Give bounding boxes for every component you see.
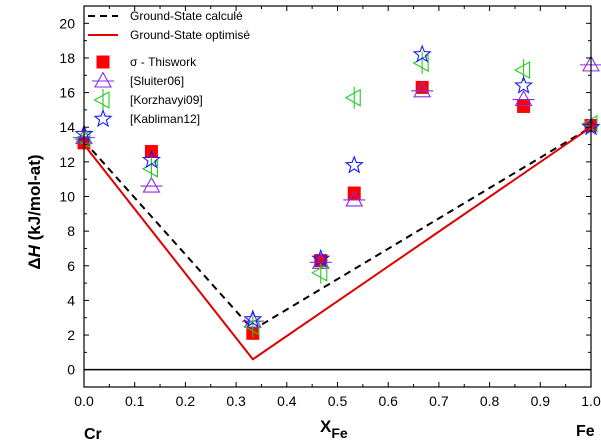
point-kabliman12-4 bbox=[344, 155, 364, 174]
y-tick-label: 16 bbox=[59, 85, 75, 101]
x-tick-label: 0.6 bbox=[378, 393, 398, 409]
ground-state-lines bbox=[83, 126, 592, 361]
point-korzhavyi09-6-shape bbox=[514, 61, 531, 80]
point-korzhavyi09-3 bbox=[311, 261, 328, 284]
y-tick-label: 6 bbox=[67, 258, 75, 274]
x-tick-label: 0.7 bbox=[429, 393, 449, 409]
legend-label-series-2: [Korzhavyi09] bbox=[130, 93, 203, 107]
x-tick-label: 0.8 bbox=[480, 393, 500, 409]
point-korzhavyi09-2 bbox=[243, 315, 260, 338]
point-kabliman12-5 bbox=[412, 44, 432, 63]
y-tick-label: 4 bbox=[67, 292, 75, 308]
legend-label-series-1: [Sluiter06] bbox=[130, 74, 184, 88]
y-tick-label: 18 bbox=[59, 50, 75, 66]
point-sluiter06-5 bbox=[411, 81, 434, 98]
legend-label-line-1: Ground-State optimisé bbox=[130, 28, 250, 42]
y-tick-label: 2 bbox=[67, 327, 75, 343]
legend-label-series-0: σ - Thiswork bbox=[130, 55, 197, 69]
y-tick-label: 0 bbox=[67, 362, 75, 378]
axes: 0.0 0.1 0.2 0.3 0.4 0.5 0.6 0.7 0.8 0.9 1.0 0 2 4 6 8 10… bbox=[59, 5, 601, 409]
y-tick-label: 10 bbox=[59, 189, 75, 205]
point-sluiter06-6 bbox=[512, 89, 535, 107]
point-korzhavyi09-4 bbox=[344, 86, 361, 109]
legend-swatch-series-1 bbox=[92, 71, 114, 88]
point-thiswork-6 bbox=[517, 99, 531, 113]
legend-swatch-series-3 bbox=[93, 108, 113, 128]
point-kabliman12-2 bbox=[243, 309, 263, 328]
point-sluiter06-1 bbox=[140, 176, 163, 193]
x-tick-label: 0.5 bbox=[328, 393, 348, 409]
point-korzhavyi09-3-shape bbox=[311, 263, 328, 282]
y-tick-label: 14 bbox=[59, 119, 75, 135]
data-markers bbox=[73, 44, 601, 340]
point-korzhavyi09-2-shape bbox=[243, 317, 260, 336]
legend-swatch-series-2-shape bbox=[93, 91, 110, 109]
x-tick-label: 0.4 bbox=[277, 393, 297, 409]
x-tick-label: 0.0 bbox=[74, 393, 94, 409]
point-sluiter06-6-shape bbox=[514, 89, 533, 107]
point-sluiter06-5-shape bbox=[413, 81, 432, 98]
y-axis-title: ΔH (kJ/mol-at) bbox=[25, 154, 44, 269]
point-sluiter06-1-shape bbox=[142, 176, 161, 193]
point-kabliman12-6 bbox=[514, 75, 534, 94]
y-tick-label: 20 bbox=[59, 15, 75, 31]
x-axis-title: XFe bbox=[320, 417, 348, 441]
legend-label-series-3: [Kabliman12] bbox=[130, 112, 200, 126]
point-sluiter06-4-shape bbox=[345, 190, 364, 207]
point-korzhavyi09-7-shape bbox=[581, 114, 598, 133]
point-korzhavyi09-6 bbox=[514, 59, 531, 82]
point-sluiter06-4 bbox=[343, 190, 366, 207]
legend-swatch-series-0 bbox=[96, 55, 110, 69]
x-tick-label: 0.3 bbox=[226, 393, 246, 409]
x-tick-label: 0.2 bbox=[176, 393, 196, 409]
x-tick-label: 0.1 bbox=[125, 393, 145, 409]
point-kabliman12-3 bbox=[311, 248, 331, 267]
point-thiswork-4 bbox=[347, 186, 361, 200]
legend-swatch-series-2 bbox=[93, 89, 110, 111]
y-tick-label: 8 bbox=[67, 223, 75, 239]
point-korzhavyi09-0-shape bbox=[74, 130, 91, 149]
legend-label-line-0: Ground-State calculé bbox=[130, 9, 243, 23]
legend-swatch-series-1-shape bbox=[94, 71, 112, 88]
legend: Ground-State calculé Ground-State optimis… bbox=[88, 9, 250, 128]
x-end-label-cr: Cr bbox=[84, 426, 102, 443]
point-korzhavyi09-4-shape bbox=[344, 88, 361, 107]
x-tick-label: 0.9 bbox=[531, 393, 551, 409]
line-ground-state-optimise bbox=[83, 126, 592, 361]
x-end-label-fe: Fe bbox=[576, 423, 595, 440]
point-kabliman12-1 bbox=[141, 150, 161, 169]
x-tick-label: 1.0 bbox=[581, 393, 601, 409]
y-tick-label: 12 bbox=[59, 154, 75, 170]
